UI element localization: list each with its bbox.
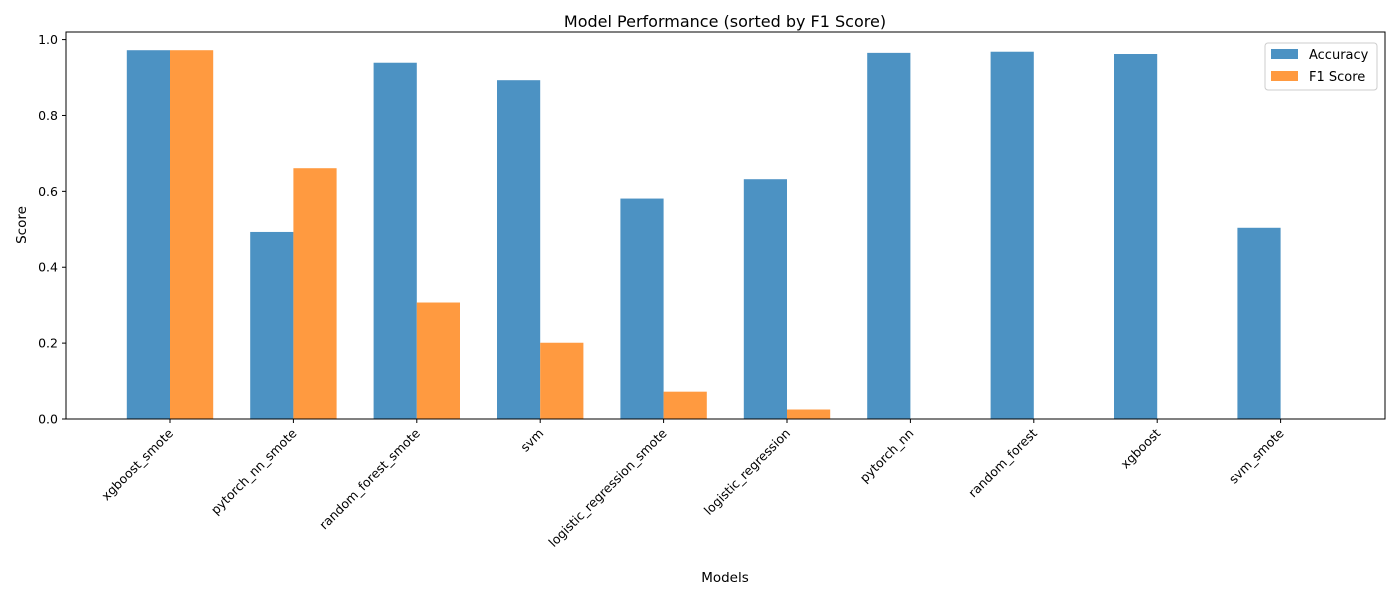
bar-accuracy-random-forest — [990, 51, 1034, 419]
y-tick-label: 0.6 — [38, 184, 58, 199]
bar-f1-score-svm — [540, 342, 584, 419]
bar-accuracy-svm — [497, 80, 541, 419]
x-tick-label-random-forest-smote: random_forest_smote — [316, 425, 423, 532]
bar-f1-score-pytorch-nn-smote — [293, 168, 337, 419]
y-axis: 0.0 0.2 0.4 0.6 0.8 1.0 — [38, 32, 66, 427]
x-tick-label-logistic-regression-smote: logistic_regression_smote — [545, 425, 670, 550]
x-axis-label: Models — [701, 570, 749, 586]
x-tick-label-xgboost-smote: xgboost_smote — [98, 425, 176, 503]
bar-accuracy-random-forest-smote — [373, 62, 417, 419]
y-tick-label: 1.0 — [38, 32, 58, 47]
bar-f1-score-logistic-regression-smote — [663, 391, 707, 419]
legend-label-f1-score: F1 Score — [1309, 70, 1365, 85]
y-tick-label: 0.4 — [38, 260, 58, 275]
legend-label-accuracy: Accuracy — [1309, 48, 1369, 63]
bar-accuracy-xgboost-smote — [126, 50, 170, 420]
x-tick-label-random-forest: random_forest — [965, 425, 1040, 500]
y-tick-label: 0.8 — [38, 108, 58, 123]
legend-swatch-accuracy — [1271, 49, 1298, 59]
y-tick-label: 0.2 — [38, 336, 58, 351]
x-tick-label-logistic-regression: logistic_regression — [701, 426, 793, 518]
bar-accuracy-logistic-regression — [743, 179, 787, 419]
bar-f1-score-xgboost-smote — [170, 50, 214, 420]
chart-title: Model Performance (sorted by F1 Score) — [564, 12, 886, 31]
x-tick-label-pytorch-nn: pytorch_nn — [857, 426, 917, 486]
bar-accuracy-logistic-regression-smote — [620, 198, 664, 419]
x-tick-label-svm: svm — [517, 426, 546, 455]
legend: Accuracy F1 Score — [1264, 42, 1378, 91]
y-tick-label: 0.0 — [38, 412, 58, 427]
x-tick-label-svm-smote: svm_smote — [1226, 425, 1287, 486]
bar-accuracy-pytorch-nn — [867, 52, 911, 420]
bars-group — [126, 50, 1281, 420]
y-axis-label: Score — [14, 206, 30, 244]
x-axis: xgboost_smote pytorch_nn_smote random_fore… — [98, 419, 1287, 550]
bar-accuracy-svm-smote — [1237, 227, 1281, 419]
x-tick-label-xgboost: xgboost — [1117, 425, 1163, 471]
bar-f1-score-logistic-regression — [787, 409, 831, 419]
bar-f1-score-random-forest-smote — [416, 302, 460, 419]
legend-swatch-f1-score — [1271, 71, 1298, 81]
bar-accuracy-xgboost — [1114, 54, 1158, 419]
plot-area-frame — [65, 31, 1386, 420]
x-tick-label-pytorch-nn-smote: pytorch_nn_smote — [208, 425, 300, 517]
bar-accuracy-pytorch-nn-smote — [250, 231, 294, 419]
